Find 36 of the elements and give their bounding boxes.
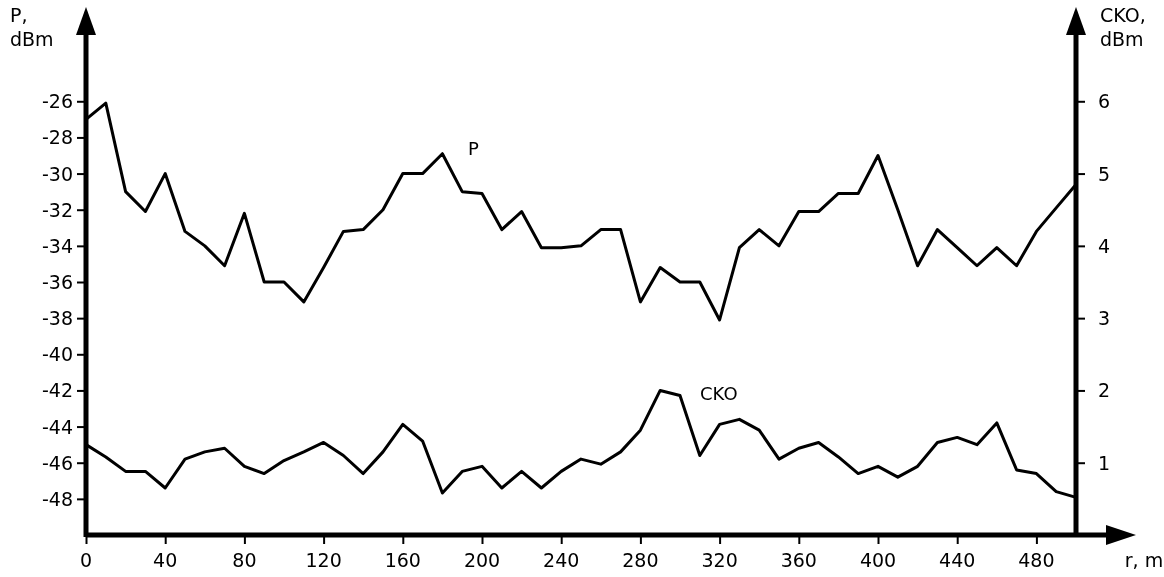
y2-tick-label: 2 xyxy=(1098,379,1111,402)
x-axis-title: r, m xyxy=(1124,549,1164,571)
x-tick-label: 480 xyxy=(1018,549,1055,571)
y-tick-label: -38 xyxy=(41,307,73,330)
x-tick-label: 120 xyxy=(305,549,342,571)
y2-tick-label: 1 xyxy=(1098,451,1111,474)
x-tick-label: 200 xyxy=(463,549,501,571)
x-tick-label: 80 xyxy=(232,549,257,571)
x-tick-label: 40 xyxy=(153,549,178,571)
y-tick-label: -44 xyxy=(41,415,73,438)
y2-tick-label: 4 xyxy=(1098,234,1111,257)
x-tick-label: 0 xyxy=(79,549,93,571)
y2-axis-title: CKO, dBm xyxy=(1100,4,1146,50)
x-tick-label: 440 xyxy=(939,549,976,571)
y-tick-label: -42 xyxy=(41,379,73,402)
y-tick-label: -46 xyxy=(41,451,73,474)
y-tick-label: -32 xyxy=(41,198,73,221)
y-tick-label: -28 xyxy=(41,126,73,149)
x-tick-label: 320 xyxy=(701,549,738,571)
y-tick-label: -36 xyxy=(41,271,73,293)
series-label: P xyxy=(468,138,479,159)
series-label: CKO xyxy=(700,383,738,404)
y-tick-label: -48 xyxy=(41,487,73,510)
y-tick-label: -30 xyxy=(41,162,73,185)
x-tick-label: 400 xyxy=(859,549,897,571)
x-tick-label: 360 xyxy=(780,549,817,571)
y2-tick-label: 6 xyxy=(1098,90,1111,113)
y-tick-label: -26 xyxy=(41,90,73,113)
x-tick-label: 280 xyxy=(622,549,659,571)
x-tick-label: 240 xyxy=(543,549,580,571)
y-tick-label: -40 xyxy=(41,343,73,366)
y-axis-title: P, dBm xyxy=(10,4,54,50)
x-tick-label: 160 xyxy=(384,549,421,571)
y2-tick-label: 5 xyxy=(1098,162,1111,185)
y-tick-label: -34 xyxy=(41,234,73,257)
y2-tick-label: 3 xyxy=(1098,307,1111,330)
